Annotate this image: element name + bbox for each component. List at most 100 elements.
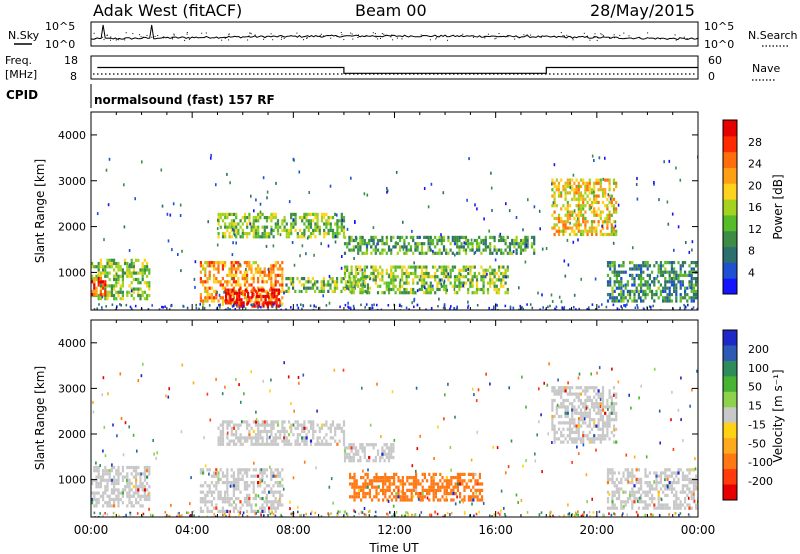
heatmap-cell: [281, 503, 284, 507]
heatmap-cell: [593, 424, 596, 428]
heatmap-cell: [409, 291, 413, 295]
heatmap-cell: [601, 191, 605, 195]
heatmap-cell: [646, 474, 649, 478]
heatmap-cell: [229, 181, 231, 185]
heatmap-cell: [261, 439, 264, 443]
heatmap-cell: [372, 271, 375, 276]
heatmap-cell: [566, 178, 569, 182]
heatmap-cell: [390, 452, 393, 456]
heatmap-cell: [263, 280, 266, 284]
heatmap-cell: [334, 234, 337, 238]
heatmap-cell: [113, 501, 116, 505]
heatmap-cell: [126, 472, 129, 476]
heatmap-cell: [688, 481, 691, 485]
heatmap-cell: [95, 478, 98, 482]
heatmap-cell: [588, 408, 591, 412]
heatmap-cell: [110, 284, 113, 288]
heatmap-cell: [624, 296, 627, 300]
heatmap-cell: [271, 305, 274, 308]
heatmap-cell: [379, 459, 382, 463]
heatmap-cell: [257, 299, 260, 303]
heatmap-cell: [323, 442, 326, 446]
heatmap-cell: [263, 471, 266, 475]
heatmap-cell: [564, 197, 567, 201]
heatmap-cell: [580, 277, 582, 281]
heatmap-cell: [552, 514, 554, 517]
heatmap-cell: [117, 274, 120, 278]
heatmap-cell: [368, 495, 371, 499]
heatmap-cell: [362, 476, 365, 480]
heatmap-cell: [386, 498, 389, 502]
heatmap-cell: [104, 454, 107, 458]
heatmap-cell: [375, 495, 378, 499]
heatmap-cell: [441, 485, 444, 489]
heatmap-cell: [128, 249, 131, 252]
heatmap-cell: [606, 398, 609, 403]
heatmap-cell: [512, 250, 515, 254]
heatmap-cell: [119, 265, 122, 269]
heatmap-cell: [568, 386, 572, 390]
heatmap-cell: [303, 216, 306, 220]
heatmap-cell: [314, 429, 317, 434]
heatmap-cell: [497, 268, 501, 272]
heatmap-cell: [653, 506, 656, 510]
heatmap-cell: [440, 265, 443, 269]
heatmap-cell: [126, 494, 129, 498]
heatmap-cell: [364, 492, 367, 496]
heatmap-cell: [110, 290, 113, 294]
heatmap-cell: [471, 278, 474, 282]
heatmap-cell: [478, 482, 481, 486]
heatmap-cell: [434, 271, 437, 276]
heatmap-cell: [246, 273, 249, 277]
heatmap-cell: [147, 492, 150, 496]
heatmap-cell: [611, 493, 614, 497]
heatmap-cell: [135, 472, 138, 476]
heatmap-cell: [664, 503, 667, 507]
heatmap-cell: [336, 426, 339, 430]
heatmap-cell: [252, 303, 254, 306]
heatmap-cell: [263, 420, 266, 424]
heatmap-cell: [434, 245, 437, 249]
heatmap-cell: [257, 225, 260, 229]
heatmap-cell: [325, 225, 328, 229]
heatmap-cell: [434, 291, 437, 295]
heatmap-cell: [99, 258, 102, 262]
heatmap-cell: [513, 238, 516, 243]
heatmap-cell: [608, 392, 611, 396]
heatmap-cell: [604, 232, 607, 237]
heatmap-cell: [631, 273, 634, 277]
heatmap-cell: [250, 509, 253, 513]
heatmap-cell: [281, 270, 284, 274]
heatmap-cell: [668, 289, 671, 293]
heatmap-cell: [318, 306, 321, 310]
heatmap-cell: [464, 248, 468, 252]
heatmap-cell: [246, 509, 249, 513]
heatmap-cell: [506, 245, 509, 249]
heatmap-cell: [241, 293, 244, 297]
heatmap-cell: [648, 503, 651, 507]
heatmap-cell: [382, 492, 385, 496]
heatmap-cell: [681, 261, 684, 265]
heatmap-cell: [679, 306, 681, 310]
heatmap-cell: [354, 220, 356, 223]
heatmap-cell: [268, 484, 271, 488]
heatmap-cell: [533, 248, 536, 252]
heatmap-cell: [255, 304, 258, 308]
heatmap-cell: [601, 200, 605, 205]
heatmap-cell: [601, 437, 605, 441]
heatmap-cell: [302, 373, 305, 377]
heatmap-cell: [664, 487, 667, 491]
heatmap-cell: [346, 265, 349, 269]
heatmap-cell: [393, 488, 396, 492]
heatmap-cell: [254, 436, 258, 440]
heatmap-cell: [248, 296, 251, 300]
heatmap-cell: [590, 223, 594, 227]
heatmap-cell: [130, 265, 133, 269]
heatmap-cell: [597, 181, 600, 185]
heatmap-cell: [261, 420, 264, 424]
heatmap-cell: [135, 478, 138, 482]
heatmap-cell: [352, 459, 355, 463]
heatmap-cell: [461, 472, 464, 476]
heatmap-cell: [246, 235, 249, 239]
heatmap-cell: [419, 434, 421, 438]
